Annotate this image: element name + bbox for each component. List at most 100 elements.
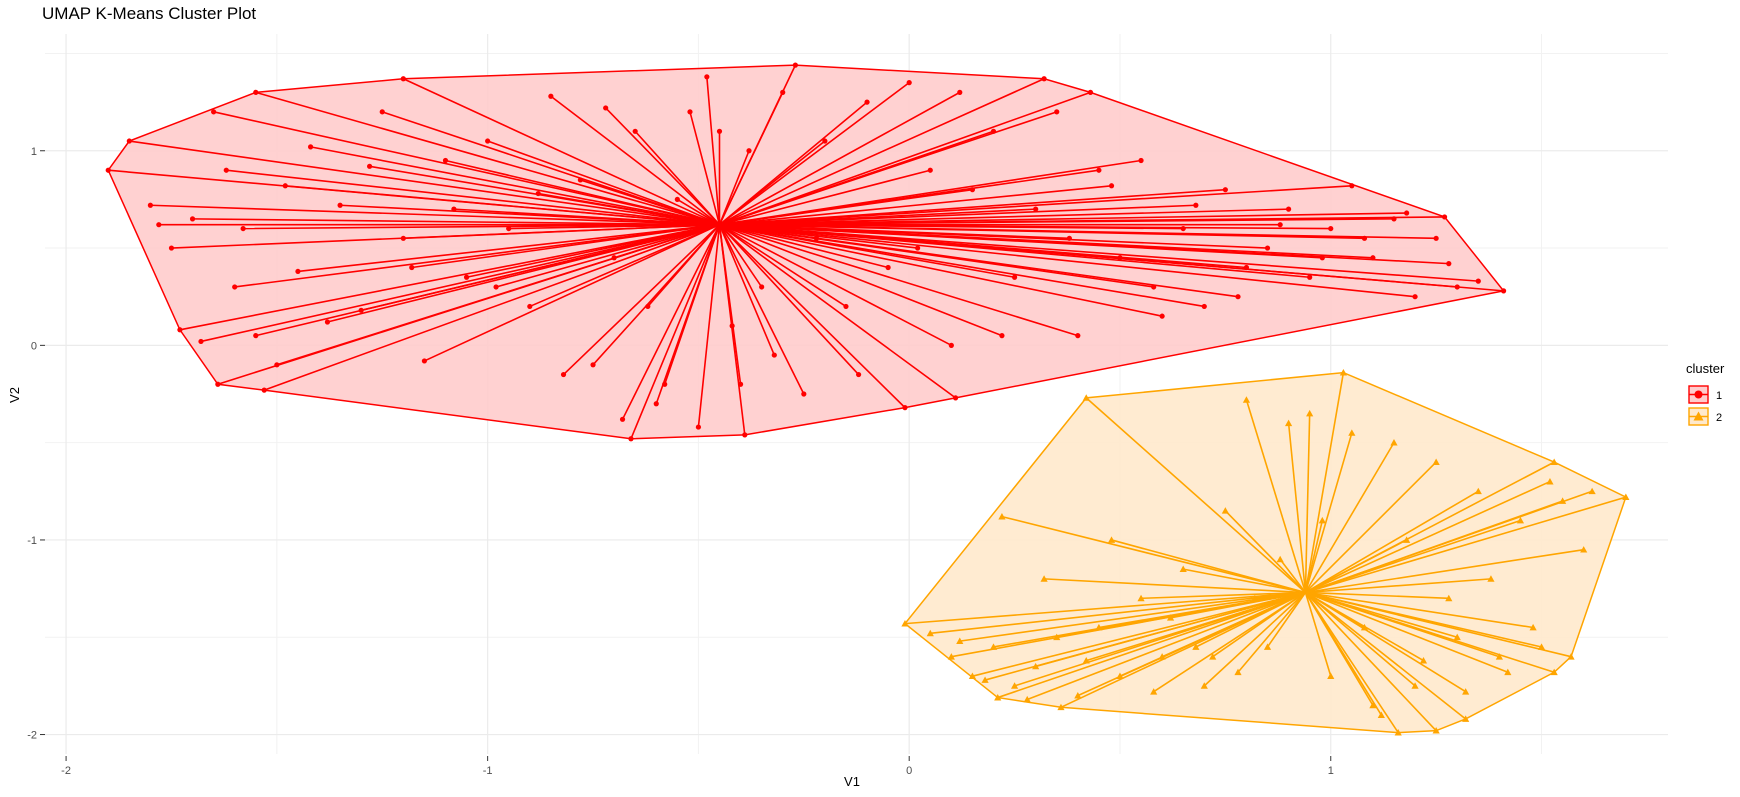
legend-entry-2: 2: [1688, 407, 1722, 426]
cluster-spoke-2: [1305, 490, 1479, 594]
cluster-point-1: [232, 284, 238, 290]
cluster-point-2: [998, 512, 1006, 520]
cluster-point-1: [1349, 183, 1355, 189]
cluster-point-1: [695, 424, 702, 430]
cluster-spoke-1: [538, 192, 720, 226]
cluster-spoke-1: [719, 184, 1112, 226]
cluster-spoke-1: [719, 212, 1407, 226]
cluster-point-2: [1166, 614, 1175, 621]
cluster-point-2: [1394, 728, 1402, 736]
cluster-spoke-2: [1304, 372, 1345, 593]
cluster-point-2: [1445, 594, 1453, 602]
cluster-spoke-1: [150, 204, 720, 226]
cluster-point-1: [1433, 235, 1439, 241]
cluster-point-1: [1193, 202, 1199, 208]
cluster-point-1: [1441, 214, 1448, 220]
cluster-point-1: [253, 89, 259, 95]
cluster-point-1: [1500, 288, 1507, 294]
cluster-point-1: [1412, 294, 1418, 300]
cluster-point-1: [653, 401, 659, 407]
cluster-spoke-1: [718, 224, 776, 356]
cluster-spoke-1: [192, 218, 720, 226]
cluster-point-2: [1082, 394, 1090, 401]
cluster-point-1: [990, 128, 997, 134]
cluster-spoke-2: [1304, 413, 1311, 593]
cluster-point-1: [628, 436, 634, 442]
cluster-point-1: [1087, 89, 1094, 95]
cluster-point-1: [1011, 274, 1018, 280]
cluster-point-2: [1622, 493, 1630, 501]
cluster-spoke-1: [719, 218, 1394, 226]
cluster-point-2: [1276, 555, 1284, 563]
cluster-point-2: [1221, 507, 1229, 514]
cluster-spoke-2: [997, 591, 1306, 699]
cluster-point-1: [577, 177, 583, 183]
cluster-point-1: [1180, 225, 1186, 232]
cluster-spoke-1: [718, 224, 805, 395]
cluster-spoke-2: [1170, 591, 1306, 619]
cluster-spoke-1: [453, 208, 720, 226]
cluster-point-2: [981, 676, 989, 683]
cluster-spoke-1: [719, 78, 1045, 226]
cluster-spoke-1: [226, 169, 720, 226]
cluster-point-1: [324, 319, 331, 325]
chart-title: UMAP K-Means Cluster Plot: [42, 4, 257, 23]
x-tick-label: 0: [906, 765, 912, 777]
cluster-spoke-1: [718, 150, 750, 225]
cluster-point-1: [674, 196, 680, 203]
x-tick-label: -2: [61, 765, 71, 777]
legend-label-1: 1: [1716, 390, 1722, 402]
cluster-point-1: [1370, 255, 1376, 261]
cluster-point-2: [1137, 594, 1145, 602]
cluster-point-1: [999, 333, 1005, 339]
cluster-point-1: [400, 235, 406, 241]
cluster-spoke-2: [1305, 578, 1492, 594]
cluster-point-2: [1318, 516, 1326, 524]
cluster-spoke-1: [719, 223, 952, 347]
cluster-spoke-2: [1161, 591, 1306, 658]
cluster-spoke-1: [129, 140, 720, 226]
legend-key-marker: [1694, 390, 1703, 399]
cluster-spoke-1: [663, 224, 721, 385]
cluster-point-1: [1222, 187, 1228, 193]
cluster-spoke-1: [243, 223, 720, 230]
cluster-spoke-2: [1305, 480, 1551, 594]
cluster-spoke-2: [1304, 432, 1353, 593]
cluster-spoke-2: [1305, 490, 1593, 594]
cluster-point-1: [295, 268, 301, 275]
cluster-point-1: [716, 128, 723, 134]
cluster-spoke-2: [1111, 539, 1306, 594]
cluster-spoke-1: [234, 223, 720, 288]
cluster-spoke-2: [1245, 399, 1307, 593]
cluster-point-1: [603, 105, 609, 111]
legend-title: cluster: [1686, 361, 1725, 376]
cluster-point-1: [729, 323, 735, 329]
cluster-spoke-1: [719, 223, 1003, 337]
cluster-spoke-1: [411, 223, 720, 269]
cluster-point-1: [548, 93, 554, 99]
cluster-point-1: [240, 225, 246, 232]
cluster-point-1: [771, 352, 777, 358]
cluster-point-2: [1567, 653, 1575, 660]
cluster-spoke-2: [1044, 578, 1306, 594]
cluster-point-1: [400, 76, 406, 82]
cluster-point-2: [1200, 682, 1208, 689]
cluster-point-2: [1588, 487, 1596, 495]
cluster-point-1: [645, 303, 651, 310]
cluster-point-1: [1033, 206, 1039, 212]
cluster-point-1: [619, 416, 626, 422]
cluster-spoke-2: [1001, 515, 1306, 594]
cluster-point-1: [902, 405, 908, 411]
cluster-point-1: [822, 138, 828, 144]
cluster-point-2: [1306, 409, 1314, 417]
cluster-hulls: [107, 64, 1627, 734]
x-axis: -2 -1 0 1: [61, 756, 1334, 777]
cluster-spoke-1: [719, 223, 1205, 308]
cluster-point-1: [379, 109, 385, 115]
cluster-point-2: [1360, 623, 1369, 631]
cluster-point-1: [1285, 206, 1292, 212]
cluster-point-1: [1235, 294, 1241, 300]
cluster-spoke-1: [487, 140, 720, 226]
cluster-point-1: [282, 183, 288, 189]
